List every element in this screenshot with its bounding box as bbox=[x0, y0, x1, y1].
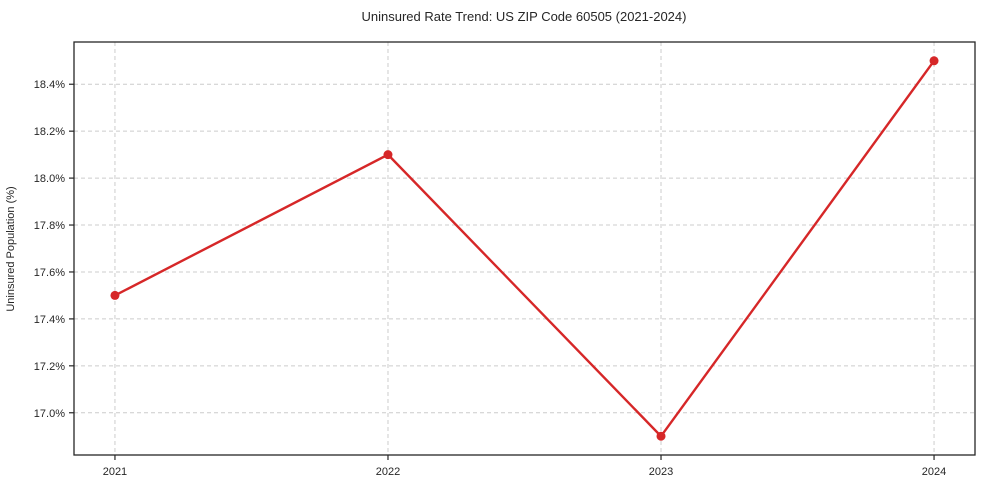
data-point-2022 bbox=[383, 150, 393, 160]
chart-title: Uninsured Rate Trend: US ZIP Code 60505 … bbox=[362, 9, 687, 24]
series-layer bbox=[110, 56, 939, 441]
y-tick-label: 17.0% bbox=[34, 408, 65, 420]
x-tick-label: 2023 bbox=[649, 466, 673, 478]
grid-layer bbox=[74, 42, 975, 455]
y-tick-label: 17.6% bbox=[34, 267, 65, 279]
axes-layer: 17.0% 17.2% 17.4% 17.6% 17.8% 18.0% 18.2% 18.4%… bbox=[34, 41, 976, 478]
trend-line bbox=[113, 59, 936, 438]
x-tick-label: 2021 bbox=[103, 466, 127, 478]
x-tick-label: 2022 bbox=[376, 466, 400, 478]
y-tick-label: 18.4% bbox=[34, 79, 65, 91]
y-tick-label: 17.8% bbox=[34, 220, 65, 232]
data-point-2021 bbox=[110, 290, 120, 300]
plot-border bbox=[73, 41, 976, 456]
y-tick-label: 18.2% bbox=[34, 126, 65, 138]
y-axis-label: Uninsured Population (%) bbox=[5, 186, 17, 311]
y-tick-label: 17.4% bbox=[34, 314, 65, 326]
y-tick-label: 17.2% bbox=[34, 361, 65, 373]
x-tick-label: 2024 bbox=[922, 466, 946, 478]
y-tick-label: 18.0% bbox=[34, 173, 65, 185]
data-point-2024 bbox=[929, 56, 939, 66]
data-point-2023 bbox=[656, 431, 666, 441]
